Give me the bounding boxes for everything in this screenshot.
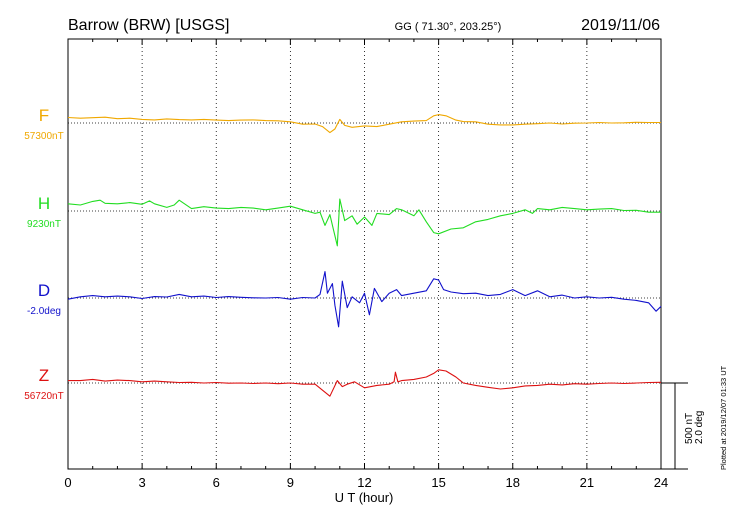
plotted-at-note: Plotted at 2019/12/07 01:33 UT bbox=[719, 365, 728, 470]
component-label-F: F bbox=[39, 106, 49, 125]
x-tick-label-15: 15 bbox=[431, 475, 445, 490]
x-tick-label-12: 12 bbox=[357, 475, 371, 490]
scale-bar: 500 nT 2.0 deg bbox=[661, 382, 705, 470]
scale-bar-nt-label: 500 nT bbox=[684, 413, 695, 444]
station-title: Barrow (BRW) [USGS] bbox=[68, 17, 230, 34]
coordinates-label: GG ( 71.30°, 203.25°) bbox=[395, 21, 502, 33]
x-axis-title: U T (hour) bbox=[335, 490, 394, 505]
scale-bar-deg-label: 2.0 deg bbox=[694, 411, 705, 444]
grid-lines bbox=[141, 39, 588, 469]
series-D bbox=[67, 271, 662, 328]
baseline-value-F: 57300nT bbox=[24, 131, 63, 142]
x-tick-label-21: 21 bbox=[580, 475, 594, 490]
x-tick-label-18: 18 bbox=[506, 475, 520, 490]
series-H bbox=[67, 198, 661, 247]
series-F bbox=[67, 114, 661, 134]
component-label-D: D bbox=[38, 281, 50, 300]
data-series bbox=[67, 114, 662, 397]
baseline-value-Z: 56720nT bbox=[24, 391, 63, 402]
x-tick-label-3: 3 bbox=[139, 475, 146, 490]
x-tick-label-6: 6 bbox=[213, 475, 220, 490]
component-label-Z: Z bbox=[39, 366, 49, 385]
baseline-value-H: 9230nT bbox=[27, 219, 61, 230]
x-tick-label-9: 9 bbox=[287, 475, 294, 490]
x-tick-label-24: 24 bbox=[654, 475, 668, 490]
x-axis-ticks: 0 3 6 9 12 15 18 21 24 bbox=[64, 39, 668, 490]
series-Z bbox=[68, 369, 662, 397]
component-label-H: H bbox=[38, 194, 50, 213]
date-label: 2019/11/06 bbox=[581, 17, 660, 34]
x-tick-label-0: 0 bbox=[64, 475, 71, 490]
baseline-value-D: -2.0deg bbox=[27, 306, 61, 317]
panel-labels: F 57300nT H 9230nT D -2.0deg Z 56720nT bbox=[24, 106, 63, 402]
